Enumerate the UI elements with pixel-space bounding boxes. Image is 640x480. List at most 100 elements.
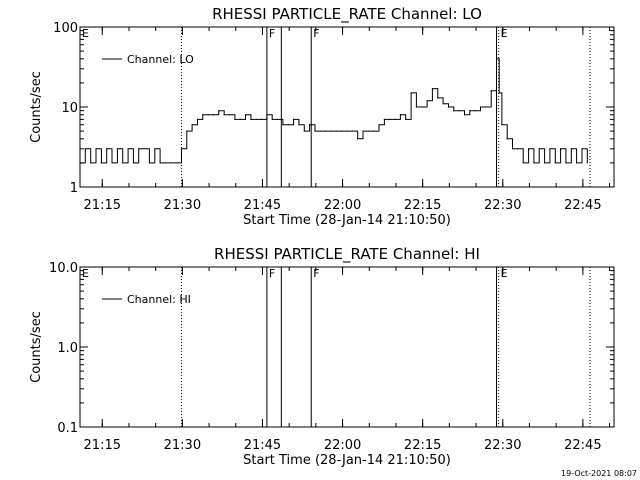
chart-1-data-point xyxy=(498,92,500,94)
chart-1-title: RHESSI PARTICLE_RATE Channel: LO xyxy=(212,5,482,24)
chart-1-data-point xyxy=(565,162,567,164)
chart-1-data-point xyxy=(527,148,530,150)
chart-1-data-point xyxy=(314,130,316,132)
chart-1-data-point xyxy=(191,124,193,126)
chart-1-data-point xyxy=(250,118,252,120)
chart-1-data-point xyxy=(458,110,460,112)
chart-1-data-point xyxy=(554,162,556,164)
chart-1-data-point xyxy=(576,162,578,164)
chart-1-data-point xyxy=(180,148,183,150)
chart-1-data-point xyxy=(175,162,177,164)
chart-1-data-point xyxy=(570,148,572,150)
chart-1-data-point xyxy=(362,130,364,132)
chart-1-data-point xyxy=(426,100,428,102)
chart-1-data-point xyxy=(389,118,391,120)
chart-1-data-point xyxy=(394,118,396,120)
chart-1-marker-label: E xyxy=(82,27,89,40)
chart-1-marker-label: F xyxy=(269,27,275,40)
chart-1-series-line xyxy=(80,58,588,164)
chart-1-data-point xyxy=(84,148,86,150)
chart-1-data-point xyxy=(170,162,172,164)
chart-2-xtick-label: 21:15 xyxy=(84,438,121,453)
chart-1-data-point xyxy=(410,92,412,94)
chart-1-data-point xyxy=(437,97,439,99)
chart-1-data-point xyxy=(239,118,241,120)
chart-1-data-point xyxy=(549,148,551,150)
chart-1-xtick-label: 21:45 xyxy=(244,198,281,213)
chart-1-data-point xyxy=(560,148,562,150)
chart-2-ytick-label: 0.1 xyxy=(57,421,78,436)
chart-1-data-point xyxy=(244,114,247,116)
chart-1-data-point xyxy=(533,162,535,164)
chart-1-data-point xyxy=(100,162,102,164)
chart-1-data-point xyxy=(538,148,540,150)
chart-1-data-point xyxy=(399,114,401,116)
chart-1-data-point xyxy=(293,118,295,120)
chart-1-data-point xyxy=(282,124,284,126)
chart-1-data-point xyxy=(581,148,583,150)
chart-1-data-point xyxy=(276,118,279,120)
chart-1-data-point xyxy=(319,130,321,132)
chart-1-data-point xyxy=(303,130,305,132)
chart-1-data-point xyxy=(79,162,81,164)
chart-1-data-point xyxy=(383,118,385,120)
chart-1-data-point xyxy=(586,162,588,164)
chart-1-data-point xyxy=(431,87,434,90)
chart-1-data-point xyxy=(228,114,231,116)
chart-1-data-point xyxy=(164,162,167,164)
chart-1-data-point xyxy=(154,148,156,150)
chart-2-marker-label: F xyxy=(313,267,319,280)
chart-1-data-point xyxy=(212,114,215,116)
chart-1-data-point xyxy=(223,114,225,116)
chart-1-xtick-label: 22:00 xyxy=(324,198,361,213)
chart-1-data-point xyxy=(543,162,546,164)
chart-1-data-point xyxy=(122,162,124,164)
chart-1-legend-label: Channel: LO xyxy=(127,53,194,66)
chart-1-data-point xyxy=(298,124,300,126)
chart-2-title: RHESSI PARTICLE_RATE Channel: HI xyxy=(214,245,480,264)
chart-1-data-point xyxy=(522,162,524,164)
chart-1-data-point xyxy=(218,110,220,112)
chart-1-data-point xyxy=(234,118,236,120)
chart-1-xtick-label: 21:15 xyxy=(84,198,121,213)
chart-1-xlabel: Start Time (28-Jan-14 21:10:50) xyxy=(243,213,451,228)
chart-2-ylabel: Counts/sec xyxy=(29,311,44,383)
chart-1-data-point xyxy=(479,106,482,108)
chart-1-data-point xyxy=(132,162,134,164)
chart-1-data-point xyxy=(186,130,188,132)
chart-1-data-point xyxy=(367,130,369,132)
chart-1-data-point xyxy=(463,114,466,116)
chart-1-data-point xyxy=(469,110,471,112)
chart-1-data-point xyxy=(90,162,92,164)
chart-2-xlabel: Start Time (28-Jan-14 21:10:50) xyxy=(243,453,451,468)
chart-1-data-point xyxy=(143,148,145,150)
chart-1-data-point xyxy=(309,124,311,126)
chart-1-xtick-label: 22:45 xyxy=(564,198,601,213)
chart-2-ytick-label: 10.0 xyxy=(49,261,78,276)
chart-1-data-point xyxy=(106,148,108,150)
chart-1-data-point xyxy=(330,130,332,132)
chart-1-data-point xyxy=(421,106,423,108)
chart-1-data-point xyxy=(335,130,337,132)
chart-1-xtick-label: 22:15 xyxy=(404,198,441,213)
chart-1-data-point xyxy=(447,106,450,108)
chart-1-data-point xyxy=(453,110,455,112)
chart-1-ylabel: Counts/sec xyxy=(29,71,44,143)
footer-timestamp: 19-Oct-2021 08:07 xyxy=(561,469,637,478)
chart-1-ytick-label: 1 xyxy=(70,181,78,196)
chart-1-data-point xyxy=(485,106,487,108)
chart-1-xtick-label: 21:30 xyxy=(164,198,201,213)
chart-1-marker-label: F xyxy=(313,27,319,40)
chart-1-data-point xyxy=(495,58,498,60)
chart-2-marker-label: F xyxy=(269,267,275,280)
chart-1-data-point xyxy=(111,162,113,164)
chart-1-data-point xyxy=(266,114,268,116)
chart-1-data-point xyxy=(271,118,273,120)
chart-2-xtick-label: 22:15 xyxy=(404,438,441,453)
chart-1-xtick-label: 22:30 xyxy=(484,198,521,213)
chart-2-xtick-label: 22:00 xyxy=(324,438,361,453)
chart-1-data-point xyxy=(378,124,380,126)
chart-2-xtick-label: 22:45 xyxy=(564,438,601,453)
chart-1-ytick-label: 10 xyxy=(61,101,78,116)
